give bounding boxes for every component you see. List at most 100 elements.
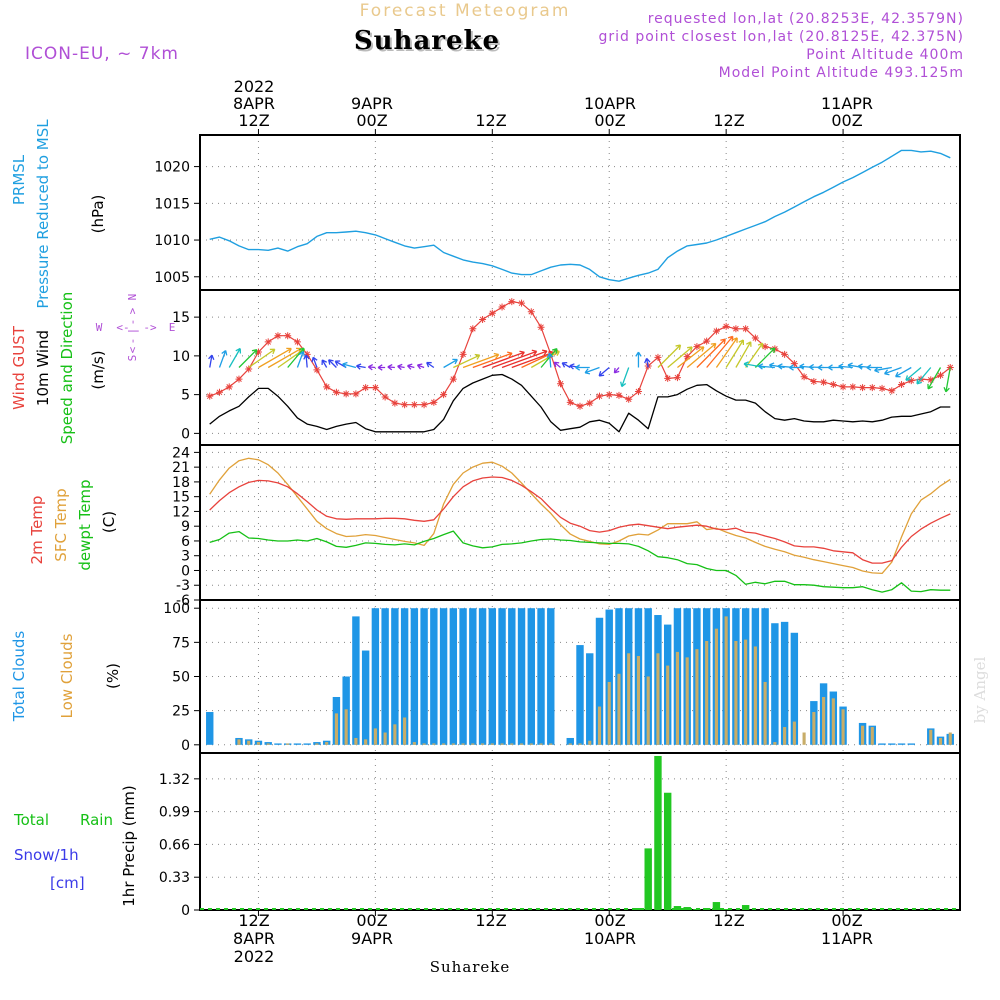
credit-watermark: by Angel — [971, 656, 989, 723]
temp2m-series-line — [209, 476, 951, 564]
total-cloud-bar — [420, 608, 428, 745]
gust-point — [732, 325, 740, 333]
precip-ytick-label-2: 0.66 — [159, 837, 190, 853]
precip-label-rain: Rain — [80, 811, 113, 829]
temp-label-dewpt: dewpt Temp — [76, 479, 94, 570]
wind-direction-arrow — [884, 366, 902, 376]
wind-direction-arrow — [540, 347, 558, 368]
total-cloud-bar — [878, 743, 886, 745]
wind-direction-arrow — [238, 349, 258, 368]
wind-direction-arrow — [492, 349, 538, 369]
total-cloud-bar — [303, 743, 311, 745]
low-cloud-bar — [373, 728, 377, 745]
gust-point — [352, 390, 360, 398]
wind-direction-arrow — [706, 335, 734, 368]
low-cloud-bar — [734, 640, 738, 745]
low-cloud-bar — [442, 743, 446, 745]
low-cloud-bar — [364, 739, 368, 745]
temperature-ytick-label-6: 12 — [172, 504, 190, 520]
gust-point — [391, 399, 399, 407]
top-date-8apr: 8APR — [233, 94, 275, 113]
temperature-ytick-label-2: 0 — [181, 563, 190, 579]
wind-direction-arrow — [927, 367, 942, 390]
wind-direction-arrow — [462, 352, 500, 369]
wind-direction-arrow — [311, 356, 318, 368]
wind-direction-arrow — [569, 363, 581, 370]
wind-direction-arrow — [218, 349, 228, 368]
gust-point — [430, 398, 438, 406]
gust-point — [284, 332, 292, 340]
gust-point — [381, 393, 389, 401]
clouds-ytick-label-0: 0 — [181, 738, 190, 754]
wind-direction-arrow — [228, 347, 242, 368]
cloud-unit: (%) — [104, 663, 122, 689]
wind-direction-arrow — [696, 338, 726, 368]
clouds-ytick-label-2: 50 — [172, 670, 190, 686]
rain-bar — [634, 908, 643, 910]
low-cloud-bar — [705, 640, 709, 745]
low-cloud-bar — [588, 740, 592, 745]
gust-point — [673, 374, 681, 382]
gust-point — [323, 383, 331, 391]
wind-direction-arrow — [258, 347, 292, 369]
wind-direction-arrow — [916, 367, 932, 385]
gust-point — [508, 298, 516, 306]
wind-direction-arrow — [635, 351, 642, 368]
bottom-time-axis: 12Z 8APR 2022 00Z 9APR 12Z 00Z 10APR 12Z… — [233, 911, 873, 966]
wind-direction-arrow — [874, 366, 892, 374]
total-cloud-bar — [498, 608, 506, 745]
wind-direction-arrow — [356, 363, 366, 370]
requested-coords: requested lon,lat (20.8253E, 42.3579N) — [648, 11, 964, 27]
low-cloud-bar — [432, 743, 436, 745]
precip-labels: Total Rain Snow/1h [cm] 1hr Precip (mm) — [13, 785, 138, 906]
total-cloud-bar — [761, 608, 769, 745]
low-cloud-bar — [510, 743, 514, 745]
total-cloud-bar — [469, 608, 477, 745]
precip-ytick-label-0: 0 — [181, 903, 190, 919]
gust-point — [878, 384, 886, 392]
low-cloud-bar — [403, 717, 407, 745]
bottom-hour-12z-1: 12Z — [238, 911, 269, 930]
bottom-date-8apr: 8APR — [233, 929, 275, 948]
location-title-shadow: Suhareke — [356, 28, 502, 58]
gust-point — [683, 353, 691, 361]
wind-direction-arrow — [905, 367, 922, 381]
temp-label-2m: 2m Temp — [28, 496, 46, 565]
wind-direction-arrow — [866, 364, 883, 371]
low-cloud-bar — [753, 646, 757, 745]
gust-point — [557, 380, 565, 388]
gust-point — [576, 402, 584, 410]
wind-direction-arrow — [482, 350, 525, 369]
total-cloud-bar — [771, 623, 779, 745]
wind-direction-arrow — [296, 351, 305, 368]
rain-bar — [722, 909, 730, 910]
bottom-hour-00z-2: 00Z — [594, 911, 625, 930]
wind-ytick-label-1: 5 — [181, 388, 190, 404]
low-cloud-bar — [714, 628, 718, 745]
gust-point — [829, 381, 837, 389]
top-hour-00z-3: 00Z — [831, 111, 862, 130]
wind-direction-arrow — [575, 364, 590, 371]
low-cloud-bar — [500, 743, 504, 745]
wind-grid: 0 5 10 15 — [172, 290, 960, 445]
wind-direction-arrow — [943, 367, 951, 393]
wind-direction-arrow — [472, 351, 513, 369]
total-cloud-bar — [527, 608, 535, 745]
footer-location: Suhareke — [430, 958, 511, 976]
wind-direction-arrow — [426, 361, 435, 369]
top-hour-00z-2: 00Z — [594, 111, 625, 130]
precip-grid: 0 0.33 0.66 0.99 1.32 — [159, 753, 960, 919]
top-date-10apr: 10APR — [584, 94, 636, 113]
compass-arrow-down: < — [126, 346, 139, 353]
gust-point — [849, 383, 857, 391]
pressure-ytick-label-1: 1010 — [154, 233, 190, 249]
wind-unit: (m/s) — [89, 350, 107, 389]
temperature-ytick-label-5: 9 — [181, 519, 190, 535]
wind-direction-arrow — [501, 349, 548, 369]
low-cloud-bar — [948, 732, 952, 745]
gust-point — [440, 391, 448, 399]
bottom-year-label: 2022 — [234, 947, 275, 966]
wind-direction-arrow — [686, 342, 717, 368]
gust-point — [245, 365, 253, 373]
